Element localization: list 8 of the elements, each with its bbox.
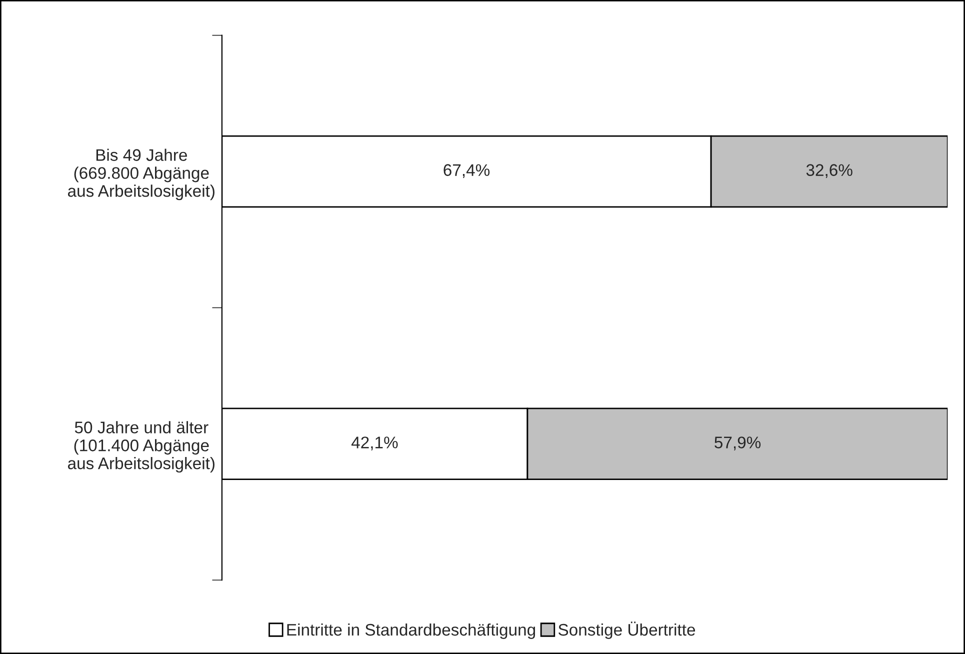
y-tick-label: Bis 49 Jahre (669.800 Abgänge aus Arbeitslosigkeit) xyxy=(68,148,214,200)
legend-label: Sonstige Übertritte xyxy=(558,622,696,639)
data-label: 32,6% xyxy=(806,164,852,178)
y-tick-label: 50 Jahre und älter (101.400 Abgänge aus Arbeitslosigkeit) xyxy=(68,421,214,473)
data-label: 67,4% xyxy=(444,164,490,178)
data-label: 42,1% xyxy=(351,436,398,450)
legend-label: Eintritte in Standardbeschäftigung xyxy=(287,623,536,639)
data-label: 57,9% xyxy=(714,436,761,450)
